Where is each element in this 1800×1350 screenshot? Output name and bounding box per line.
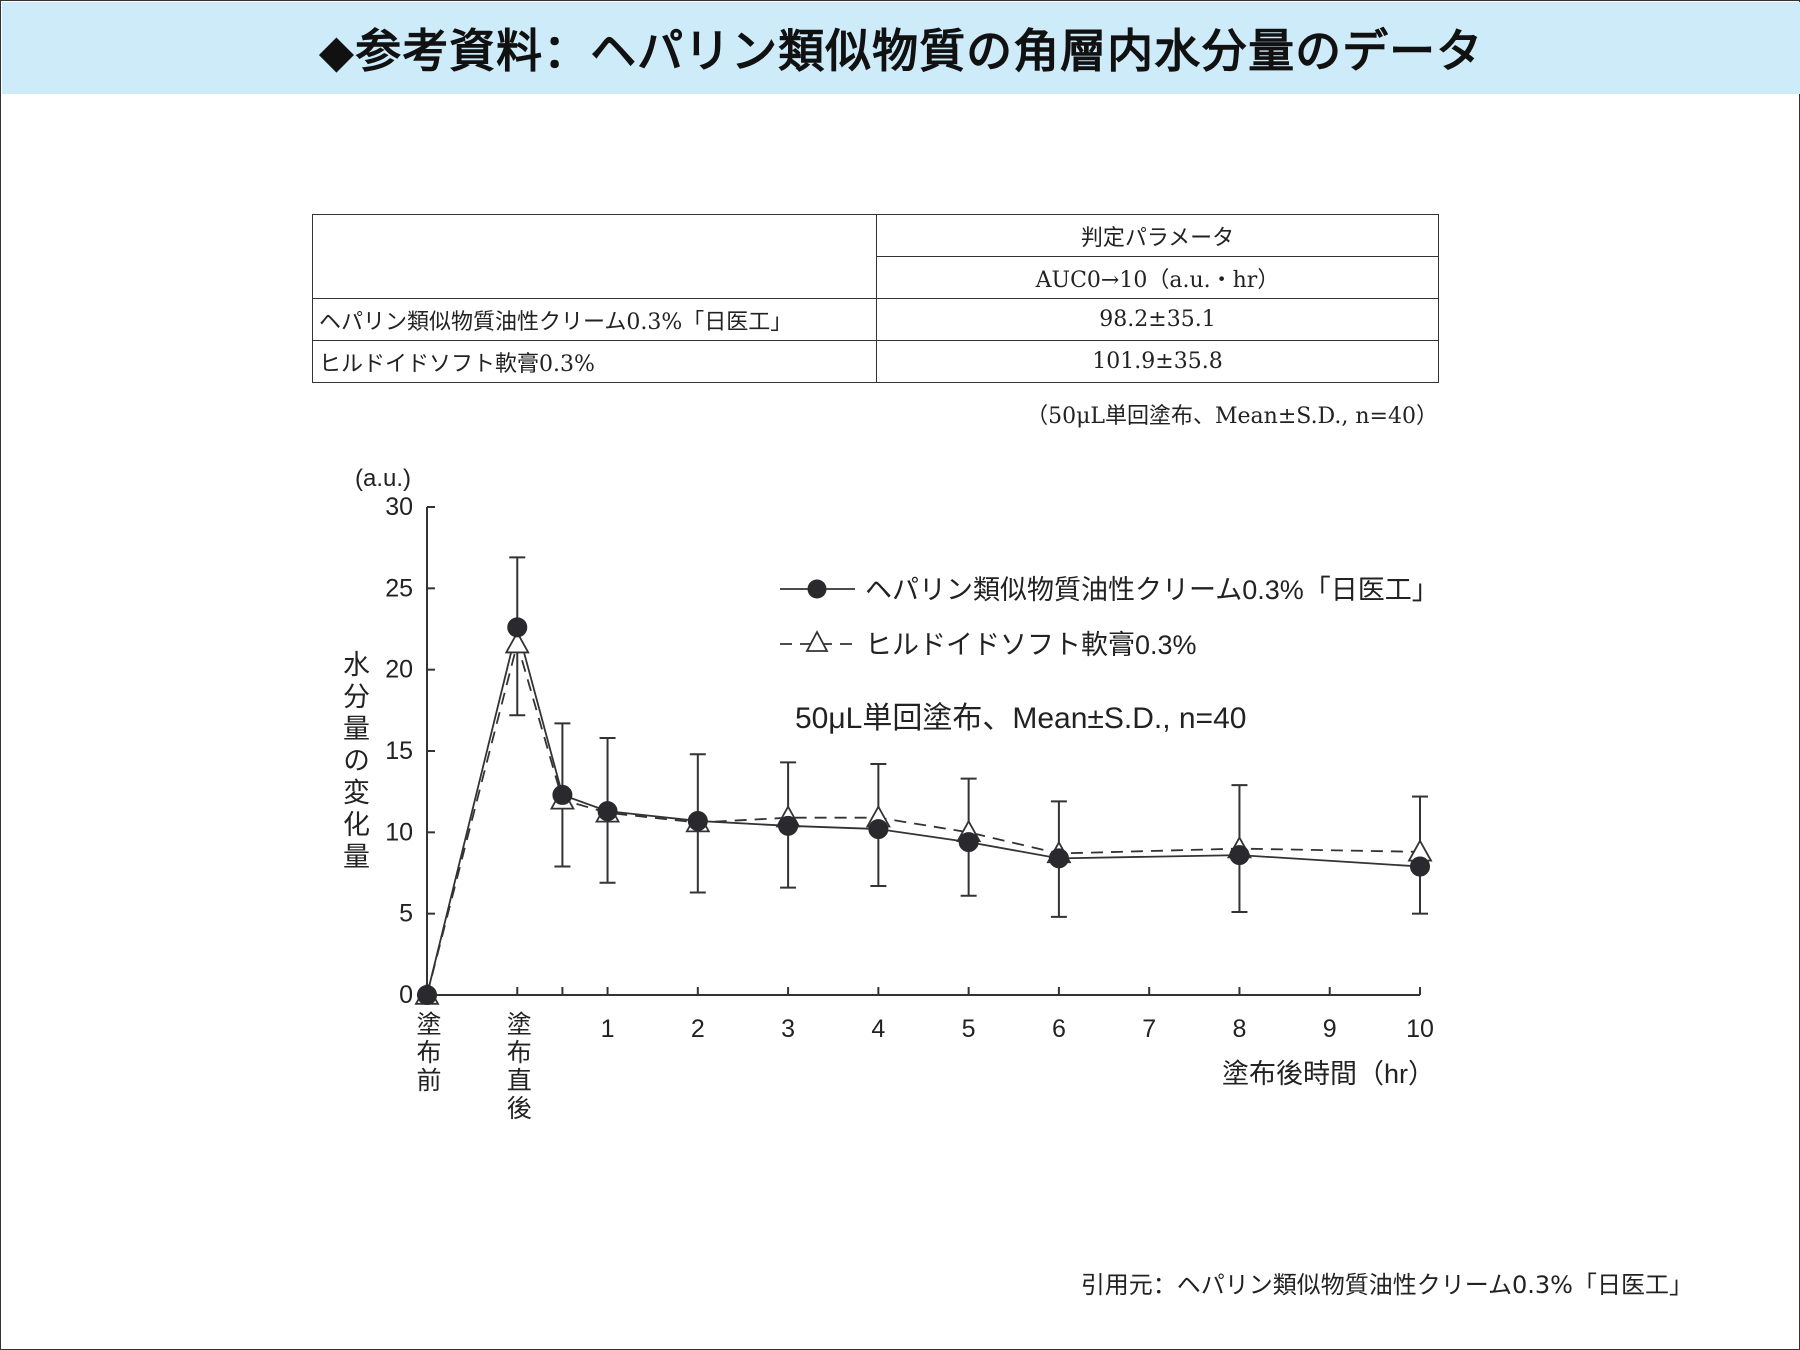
y-tick-label: 0 <box>399 981 413 1009</box>
citation: 引用元：ヘパリン類似物質油性クリーム0.3%「日医工」 <box>1080 1271 1693 1299</box>
data-point-circle <box>1229 845 1250 866</box>
x-special-tick-label: 塗布直後 <box>503 1011 532 1123</box>
x-tick-label: 7 <box>1142 1015 1156 1043</box>
page-title: ◆参考資料：ヘパリン類似物質の角層内水分量のデータ <box>318 24 1484 78</box>
legend-marker-triangle <box>805 630 829 652</box>
data-point-circle <box>1410 856 1430 877</box>
y-tick-label: 20 <box>385 656 413 684</box>
table-corner-cell <box>312 214 877 299</box>
data-point-circle <box>417 985 437 1005</box>
x-tick-label: 3 <box>781 1015 795 1043</box>
chart-axes <box>426 506 1421 996</box>
data-point-circle <box>778 815 799 836</box>
table-row-value: 101.9±35.8 <box>876 340 1439 383</box>
x-tick-label: 2 <box>691 1015 705 1043</box>
data-point-circle <box>552 784 573 805</box>
table-row: ヘパリン類似物質油性クリーム0.3%「日医工」 98.2±35.1 <box>312 298 1439 341</box>
chart-legend: ヘパリン類似物質油性クリーム0.3%「日医工」ヒルドイドソフト軟膏0.3% <box>780 575 1439 660</box>
chart-annotation: 50μL単回塗布、Mean±S.D., n=40 <box>795 702 1246 735</box>
x-axis-title: 塗布後時間（hr） <box>1222 1059 1435 1089</box>
legend-label: ヒルドイドソフト軟膏0.3% <box>865 630 1197 660</box>
table-row-label: ヘパリン類似物質油性クリーム0.3%「日医工」 <box>312 298 877 341</box>
y-unit-label: (a.u.) <box>355 465 411 492</box>
x-tick-label: 6 <box>1052 1015 1066 1043</box>
title-bar: ◆参考資料：ヘパリン類似物質の角層内水分量のデータ <box>2 2 1800 94</box>
chart-text: 0 5 10 15 20 25 30 1 2 3 4 5 6 7 8 9 10 塗布前 塗布直後 (a.u.) 水分量の… <box>339 465 1435 1123</box>
data-point-triangle <box>504 630 530 654</box>
table-row-value: 98.2±35.1 <box>876 298 1439 341</box>
y-tick-label: 5 <box>399 900 413 928</box>
parameter-table: 判定パラメータ AUC0→10（a.u.・hr） ヘパリン類似物質油性クリーム0… <box>312 214 1439 383</box>
chart-series <box>414 556 1433 1005</box>
x-tick-label: 8 <box>1233 1015 1247 1043</box>
y-axis-title: 水分量の変化量 <box>339 650 369 874</box>
legend-label: ヘパリン類似物質油性クリーム0.3%「日医工」 <box>865 575 1439 605</box>
data-point-circle <box>1048 848 1069 869</box>
x-tick-label: 1 <box>601 1015 615 1043</box>
x-tick-label: 4 <box>871 1015 885 1043</box>
x-tick-label: 10 <box>1406 1015 1434 1043</box>
table-note: （50μL単回塗布、Mean±S.D., n=40） <box>1026 404 1438 429</box>
series-line <box>426 640 1421 996</box>
data-point-circle <box>958 832 979 853</box>
table-header-row: AUC0→10（a.u.・hr） <box>313 256 1439 299</box>
table-row-label: ヒルドイドソフト軟膏0.3% <box>312 340 877 383</box>
y-tick-label: 15 <box>385 737 413 765</box>
y-tick-label: 10 <box>385 818 413 846</box>
x-tick-label: 9 <box>1323 1015 1337 1043</box>
data-point-circle <box>597 801 618 822</box>
legend-marker-circle <box>807 579 827 599</box>
series-line <box>426 627 1421 996</box>
data-point-circle <box>507 617 528 638</box>
y-tick-label: 30 <box>385 493 413 521</box>
data-point-circle <box>868 819 889 840</box>
data-point-circle <box>687 810 708 831</box>
x-tick-label: 5 <box>962 1015 976 1043</box>
y-tick-label: 25 <box>385 574 413 602</box>
x-special-tick-label: 塗布前 <box>413 1011 442 1095</box>
table-row: ヒルドイドソフト軟膏0.3% 101.9±35.8 <box>312 340 1439 383</box>
table-column-header: AUC0→10（a.u.・hr） <box>876 256 1439 299</box>
